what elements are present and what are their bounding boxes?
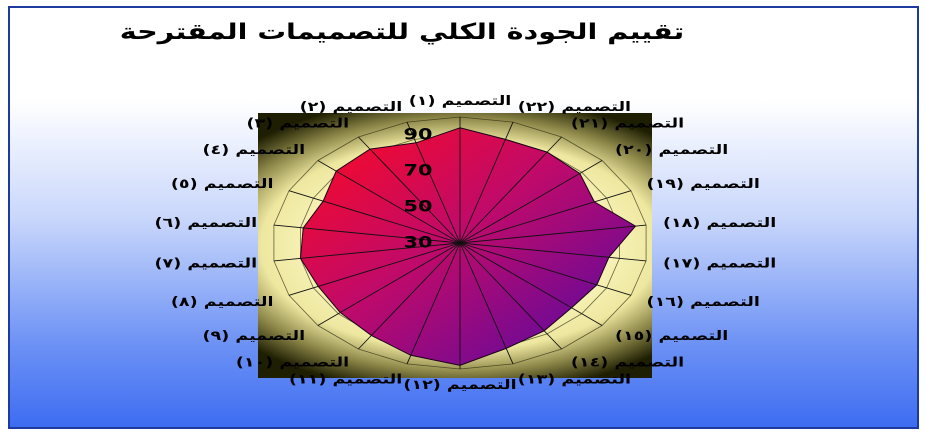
category-label-group: التصميم (١٧)	[663, 256, 776, 271]
category-label-group: التصميم (٨)	[171, 294, 274, 309]
category-label-6: التصميم (٦)	[154, 215, 257, 230]
category-label-group: التصميم (١٦)	[647, 294, 760, 309]
category-label-group: التصميم (١٠)	[236, 355, 349, 370]
spoke-6	[273, 224, 461, 244]
category-label-19: التصميم (١٩)	[647, 176, 760, 191]
category-label-15: التصميم (١٥)	[615, 328, 728, 343]
spoke-19	[459, 190, 632, 244]
category-label-group: التصميم (١٣)	[518, 372, 631, 387]
spoke-5	[288, 190, 461, 244]
spoke-11	[406, 242, 461, 365]
spoke-13	[459, 242, 514, 365]
category-label-group: التصميم (٧)	[154, 256, 257, 271]
category-label-group: التصميم (١٤)	[571, 355, 684, 370]
spoke-9	[317, 242, 461, 326]
spoke-7	[273, 242, 461, 262]
category-label-9: التصميم (٩)	[202, 328, 305, 343]
spoke-15	[459, 242, 603, 326]
category-label-group: التصميم (١٨)	[663, 215, 776, 230]
category-label-21: التصميم (٢١)	[571, 116, 684, 131]
category-label-22: التصميم (٢٢)	[518, 99, 631, 114]
category-label-group: التصميم (١١)	[289, 372, 402, 387]
category-label-7: التصميم (٧)	[154, 256, 257, 271]
category-label-group: التصميم (٢٠)	[615, 142, 728, 157]
category-label-18: التصميم (١٨)	[663, 215, 776, 230]
spoke-10	[358, 242, 461, 350]
spoke-16	[459, 242, 632, 296]
category-label-group: التصميم (٢)	[300, 99, 403, 114]
category-axis-spokes	[273, 117, 647, 369]
category-label-group: التصميم (٦)	[154, 215, 257, 230]
category-label-group: التصميم (١٢)	[403, 377, 516, 392]
category-label-11: التصميم (١١)	[289, 372, 402, 387]
category-label-5: التصميم (٥)	[171, 176, 274, 191]
category-label-group: التصميم (٥)	[171, 176, 274, 191]
category-label-12: التصميم (١٢)	[403, 377, 516, 392]
chart-title-group: تقييم الجودة الكلي للتصميمات المقترحة	[120, 19, 685, 45]
tick-label-group: 50	[404, 198, 433, 216]
category-label-group: التصميم (٤)	[202, 142, 305, 157]
spoke-14	[459, 242, 562, 350]
spoke-4	[317, 160, 461, 244]
tick-label-group: 70	[404, 162, 433, 180]
category-label-1: التصميم (١)	[409, 93, 512, 108]
spoke-17	[459, 242, 647, 262]
category-label-group: التصميم (١٩)	[647, 176, 760, 191]
category-label-group: التصميم (١٥)	[615, 328, 728, 343]
category-label-4: التصميم (٤)	[202, 142, 305, 157]
spoke-22	[459, 121, 514, 244]
value-axis-tick-labels: 30 50 70 90	[404, 126, 433, 252]
tick-label-30: 30	[404, 234, 433, 252]
spoke-3	[358, 136, 461, 244]
category-label-group: التصميم (٢٢)	[518, 99, 631, 114]
spoke-21	[459, 136, 562, 244]
category-label-13: التصميم (١٣)	[518, 372, 631, 387]
tick-label-group: 90	[404, 126, 433, 144]
tick-label-70: 70	[404, 162, 433, 180]
spoke-8	[288, 242, 461, 296]
tick-label-group: 30	[404, 234, 433, 252]
category-label-8: التصميم (٨)	[171, 294, 274, 309]
spoke-20	[459, 160, 603, 244]
category-label-group: التصميم (٩)	[202, 328, 305, 343]
tick-label-90: 90	[404, 126, 433, 144]
category-label-20: التصميم (٢٠)	[615, 142, 728, 157]
category-label-group: التصميم (٢١)	[571, 116, 684, 131]
category-label-17: التصميم (١٧)	[663, 256, 776, 271]
category-label-2: التصميم (٢)	[300, 99, 403, 114]
category-label-group: التصميم (٣)	[246, 116, 349, 131]
category-label-16: التصميم (١٦)	[647, 294, 760, 309]
category-label-14: التصميم (١٤)	[571, 355, 684, 370]
spoke-2	[406, 121, 461, 244]
category-label-10: التصميم (١٠)	[236, 355, 349, 370]
category-labels: التصميم (١) التصميم (٢) التصميم (٣) التصميم…	[154, 93, 776, 392]
category-label-group: التصميم (١)	[409, 93, 512, 108]
spoke-18	[459, 224, 647, 244]
chart-title: تقييم الجودة الكلي للتصميمات المقترحة	[120, 19, 685, 45]
category-label-3: التصميم (٣)	[246, 116, 349, 131]
tick-label-50: 50	[404, 198, 433, 216]
